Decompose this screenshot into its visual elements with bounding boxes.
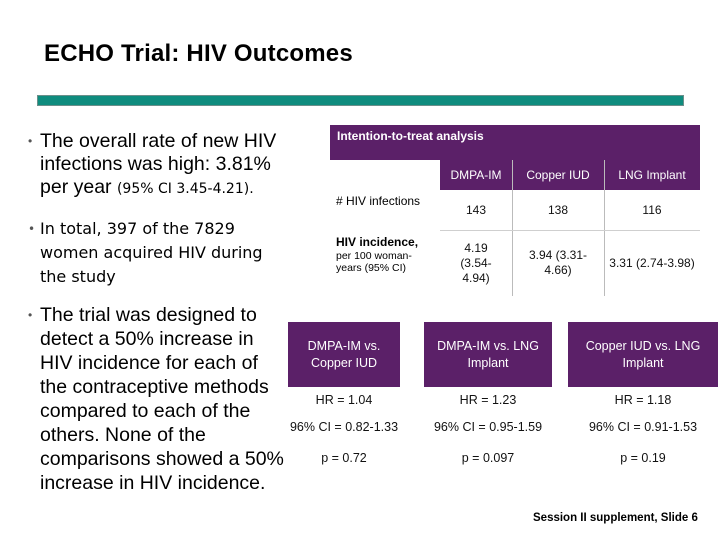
hr-value-dmpa-vs-copper: HR = 1.04	[315, 393, 373, 407]
hr-ci-dmpa-vs-lng: 96% CI = 0.95-1.59	[433, 420, 543, 434]
itt-col-dmpa: DMPA-IM	[450, 168, 502, 182]
itt-col-lng-implant: LNG Implant	[618, 168, 686, 182]
hr-ci-copper-vs-lng: 96% CI = 0.91-1.53	[588, 420, 698, 434]
bullet-list: • The overall rate of new HIV infections…	[22, 130, 287, 495]
itt-cell-incidence-dmpa: 4.19 (3.54-4.94)	[460, 240, 492, 285]
bullet-total-acquired: • In total, 397 of the 7829 women acquir…	[22, 217, 287, 289]
slide-title: ECHO Trial: HIV Outcomes	[44, 40, 353, 67]
itt-divider	[512, 160, 513, 296]
bullet-trial-design: • The trial was designed to detect a 50%…	[22, 303, 285, 495]
bullet-trial-design-text: The trial was designed to detect a 50% i…	[40, 304, 284, 494]
hr-value-dmpa-vs-lng: HR = 1.23	[459, 393, 517, 407]
hr-header-copper-vs-lng: Copper IUD vs. LNG Implant	[568, 322, 718, 387]
itt-col-copper-iud: Copper IUD	[526, 168, 590, 182]
bullet-dot-icon: •	[28, 222, 36, 236]
itt-cell-infections-lng: 116	[642, 202, 662, 217]
itt-cell-incidence-copper: 3.94 (3.31-4.66)	[528, 248, 588, 277]
itt-column-header-row	[440, 160, 700, 190]
itt-row-divider	[440, 230, 700, 231]
hr-value-copper-vs-lng: HR = 1.18	[614, 393, 672, 407]
bullet-dot-icon: •	[28, 134, 33, 148]
itt-row-incidence-sublabel: per 100 woman-years (95% CI)	[336, 250, 412, 274]
hr-ci-dmpa-vs-copper: 96% CI = 0.82-1.33	[289, 420, 399, 434]
bullet-overall-rate-ci: (95% CI 3.45-4.21).	[116, 181, 254, 197]
bullet-dot-icon: •	[28, 308, 33, 322]
itt-cell-infections-dmpa: 143	[465, 202, 487, 217]
itt-cell-incidence-lng: 3.31 (2.74-3.98)	[609, 255, 695, 270]
slide-footer: Session II supplement, Slide 6	[533, 512, 698, 524]
itt-row-infections-label: # HIV infections	[330, 190, 440, 230]
hr-p-copper-vs-lng: p = 0.19	[620, 451, 666, 465]
itt-divider	[604, 160, 605, 296]
hr-p-dmpa-vs-copper: p = 0.72	[321, 451, 367, 465]
bullet-overall-rate: • The overall rate of new HIV infections…	[22, 130, 287, 201]
hr-header-dmpa-vs-copper: DMPA-IM vs. Copper IUD	[288, 322, 400, 387]
itt-cell-infections-copper: 138	[547, 202, 569, 217]
bullet-overall-rate-text: The overall rate of new HIV infections w…	[40, 130, 277, 198]
title-divider-bar	[37, 95, 684, 106]
hr-header-dmpa-vs-lng: DMPA-IM vs. LNG Implant	[424, 322, 552, 387]
itt-row-incidence-label: HIV incidence,	[336, 235, 419, 249]
itt-table-header: Intention-to-treat analysis	[330, 125, 700, 160]
itt-row-incidence-label-block: HIV incidence, per 100 woman-years (95% …	[330, 230, 440, 296]
hr-p-dmpa-vs-lng: p = 0.097	[461, 451, 515, 465]
bullet-total-acquired-text: In total, 397 of the 7829 women acquired…	[40, 219, 263, 286]
